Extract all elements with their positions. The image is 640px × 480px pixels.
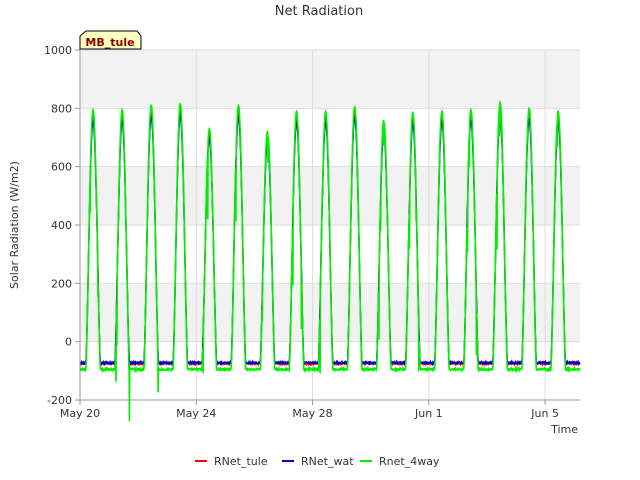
y-tick-label: 400 xyxy=(51,219,72,232)
legend-label: RNet_wat xyxy=(301,455,354,468)
y-tick-label: 1000 xyxy=(44,44,72,57)
y-tick-label: 0 xyxy=(65,336,72,349)
legend-label: RNet_tule xyxy=(214,455,268,468)
axes: -200 0 200 400 600 800 1000 May 20 May 24 May 28 J… xyxy=(44,44,580,420)
legend: RNet_tule RNet_wat Rnet_4way xyxy=(195,455,440,468)
chart-title: Net Radiation xyxy=(275,4,363,19)
x-tick-label: May 28 xyxy=(292,407,332,420)
y-axis-title: Solar Radiation (W/m2) xyxy=(8,161,21,289)
y-tick-label: 800 xyxy=(51,102,72,115)
legend-label: Rnet_4way xyxy=(379,455,440,468)
y-tick-label: 600 xyxy=(51,161,72,174)
legend-item-RNet_tule: RNet_tule xyxy=(195,455,268,468)
y-tick-label: 200 xyxy=(51,277,72,290)
site-badge: MB_tule xyxy=(79,30,142,50)
x-tick-label: Jun 5 xyxy=(530,407,559,420)
x-tick-label: May 24 xyxy=(176,407,216,420)
x-tick-label: Jun 1 xyxy=(414,407,443,420)
site-badge-label: MB_tule xyxy=(85,36,134,49)
series-lines xyxy=(79,99,581,422)
legend-item-Rnet_4way: Rnet_4way xyxy=(360,455,440,468)
grid-band xyxy=(80,50,580,109)
grid-band xyxy=(80,283,580,342)
series-line-Rnet_4way xyxy=(79,99,581,422)
y-tick-label: -200 xyxy=(47,394,72,407)
legend-item-RNet_wat: RNet_wat xyxy=(282,455,354,468)
x-axis-title: Time xyxy=(550,423,578,436)
x-tick-label: May 20 xyxy=(60,407,100,420)
site-badge-box xyxy=(79,30,142,50)
